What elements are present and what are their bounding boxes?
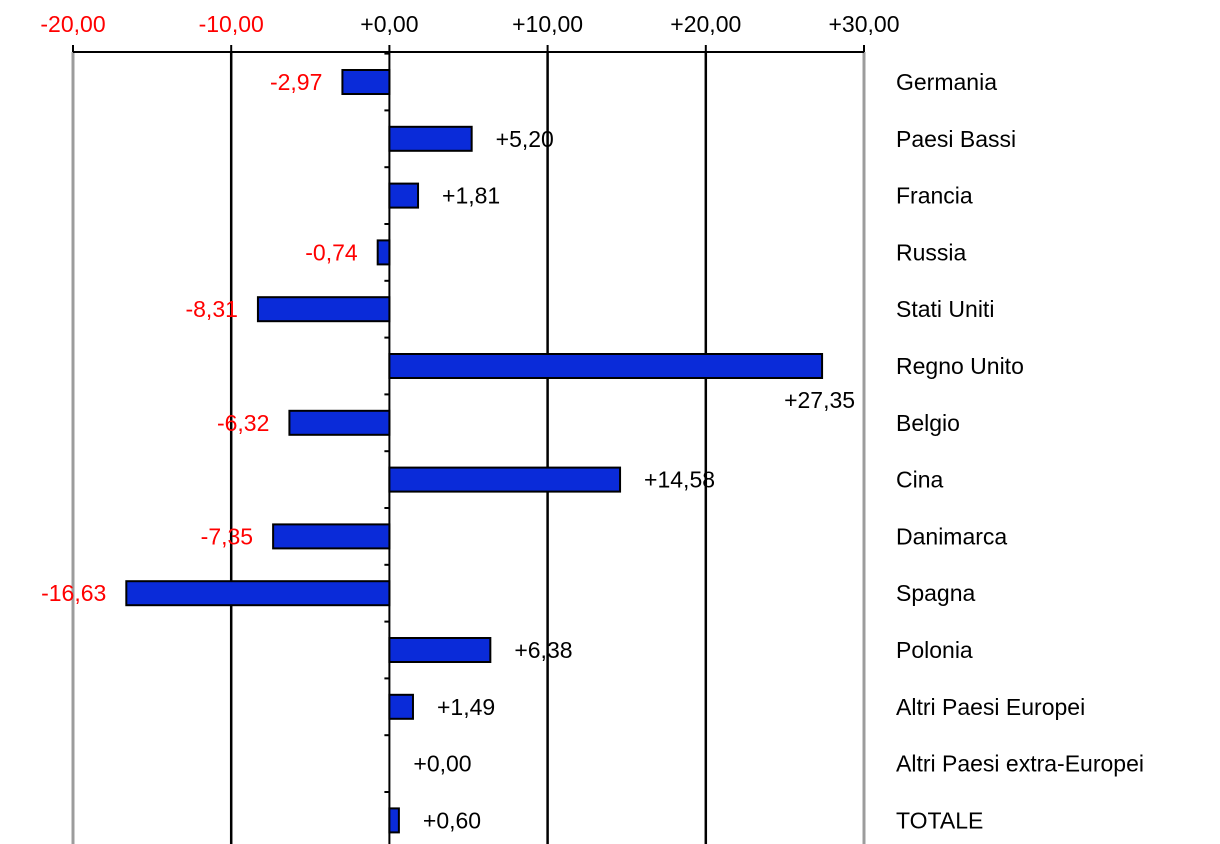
category-label: TOTALE <box>896 807 983 833</box>
value-label: -6,32 <box>217 410 269 436</box>
x-tick-label: -10,00 <box>199 11 264 37</box>
bar <box>288 409 391 436</box>
bar <box>341 69 391 95</box>
category-label: Cina <box>896 467 944 493</box>
axis-layer <box>72 45 865 844</box>
bar <box>388 693 414 720</box>
value-label: -8,31 <box>185 296 237 322</box>
value-label: +1,81 <box>442 183 500 209</box>
value-label: +1,49 <box>437 694 495 720</box>
grid-layer <box>71 52 866 844</box>
category-label: Regno Unito <box>896 353 1024 379</box>
category-label: Paesi Bassi <box>896 126 1016 152</box>
value-label: -2,97 <box>270 69 322 95</box>
category-label: Altri Paesi Europei <box>896 694 1085 720</box>
category-label: Francia <box>896 183 973 209</box>
label-layer: -20,00 -10,00 +0,00 +10,00 +20,00 +30,00 -2,97… <box>40 11 1144 833</box>
x-tick-label: +0,00 <box>360 11 418 37</box>
category-label: Spagna <box>896 580 976 606</box>
bar-layer <box>125 69 824 834</box>
value-label: +0,00 <box>413 751 471 777</box>
bar <box>272 523 391 550</box>
category-label: Danimarca <box>896 523 1007 549</box>
category-label: Polonia <box>896 637 973 663</box>
bar <box>376 239 391 266</box>
x-tick-label: +30,00 <box>829 11 900 37</box>
bar <box>388 353 824 379</box>
bar <box>388 182 420 209</box>
x-tick-label: +10,00 <box>512 11 583 37</box>
bar <box>388 807 400 834</box>
value-label: +5,20 <box>496 126 554 152</box>
x-tick-label: -20,00 <box>40 11 105 37</box>
value-label: +6,38 <box>514 637 572 663</box>
category-label: Altri Paesi extra-Europei <box>896 751 1144 777</box>
value-label: -0,74 <box>305 239 358 265</box>
bar <box>388 466 622 493</box>
category-label: Stati Uniti <box>896 296 994 322</box>
value-label: +14,58 <box>644 467 715 493</box>
x-tick-label: +20,00 <box>670 11 741 37</box>
value-label: -16,63 <box>41 580 106 606</box>
category-label: Germania <box>896 69 997 95</box>
bar <box>256 296 391 323</box>
value-label: +27,35 <box>784 387 855 413</box>
category-label: Russia <box>896 239 967 265</box>
bar <box>388 637 492 663</box>
bar <box>125 580 391 607</box>
bar <box>388 125 473 152</box>
category-label: Belgio <box>896 410 960 436</box>
value-label: -7,35 <box>201 523 253 549</box>
value-label: +0,60 <box>423 807 481 833</box>
